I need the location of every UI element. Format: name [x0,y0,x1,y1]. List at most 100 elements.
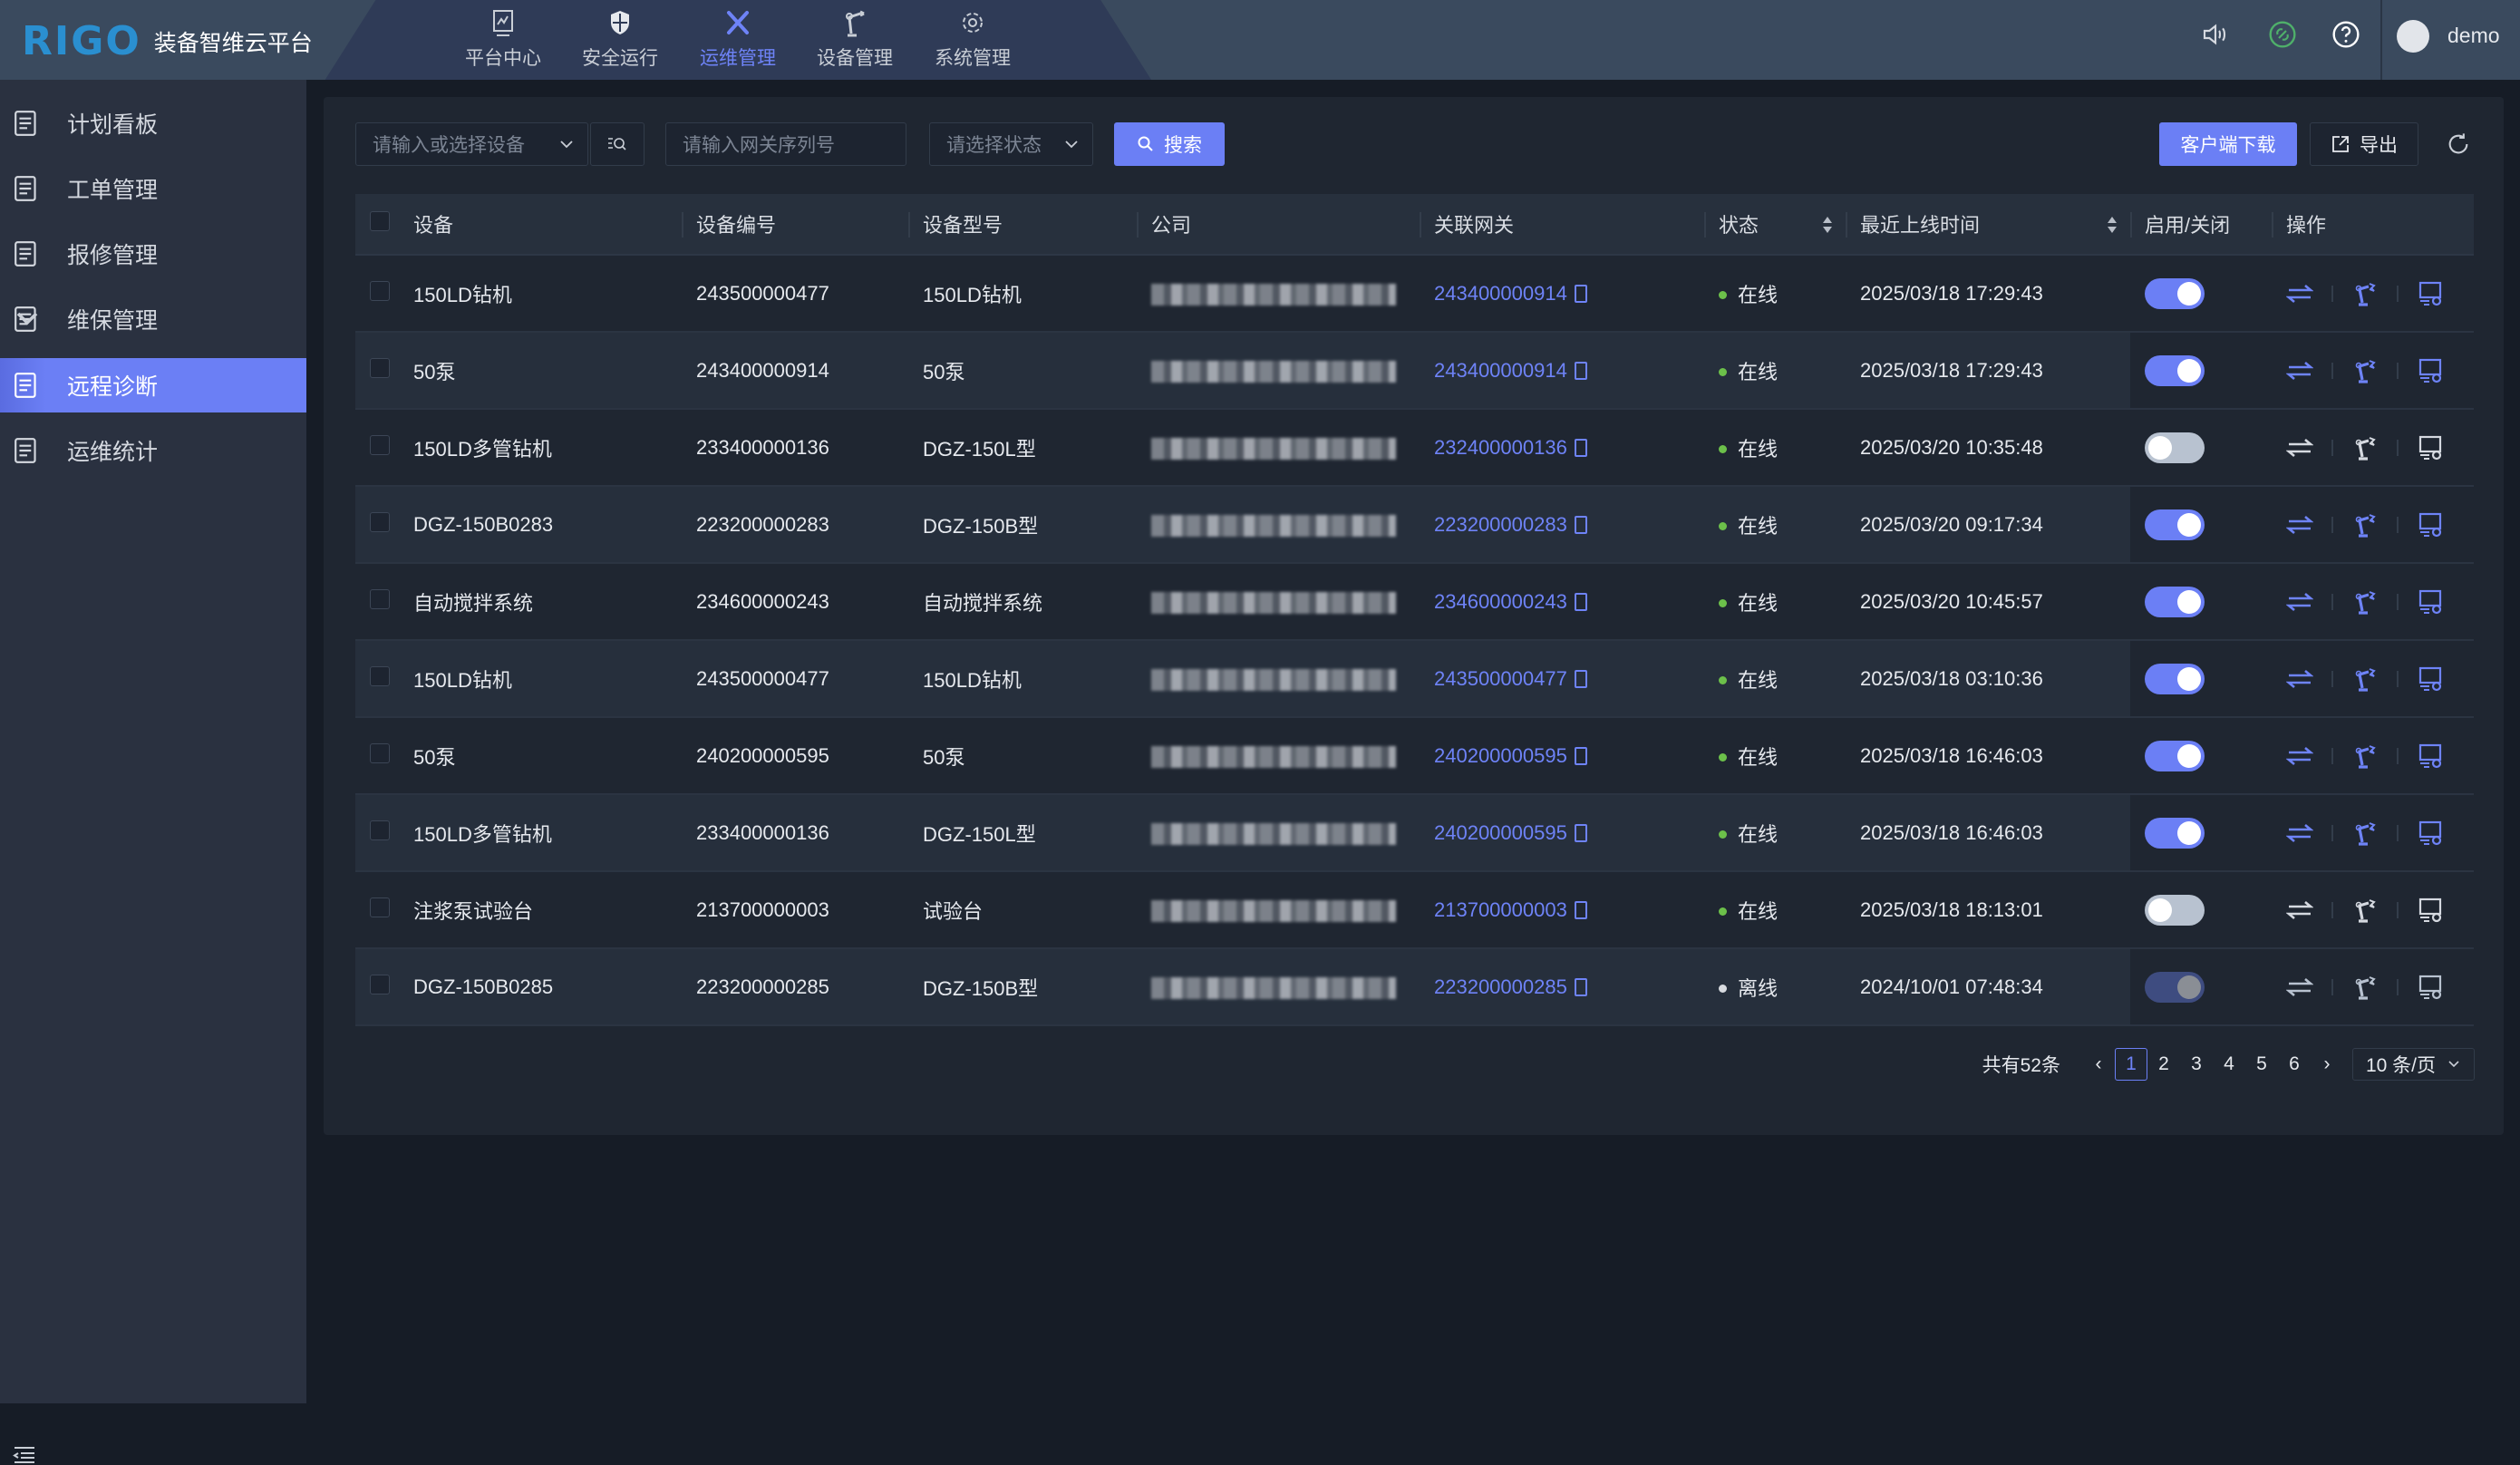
robot-arm-icon[interactable] [2351,820,2379,847]
remote-config-icon[interactable] [2417,665,2444,693]
gateway-link[interactable]: 243400000914 [1434,358,1567,382]
enable-toggle[interactable] [2145,817,2205,849]
switch-icon[interactable] [2286,820,2313,847]
row-checkbox[interactable] [370,588,390,609]
robot-arm-icon[interactable] [2351,742,2379,770]
remote-config-icon[interactable] [2417,280,2444,307]
row-checkbox[interactable] [370,665,390,686]
select-all-checkbox[interactable] [370,211,390,231]
copy-icon[interactable] [1574,900,1587,919]
device-picker-button[interactable] [590,122,645,166]
enable-toggle[interactable] [2145,509,2205,540]
row-checkbox[interactable] [370,511,390,532]
table-row[interactable]: 150LD多管钻机 233400000136 DGZ-150L型 2402000… [355,794,2474,872]
sidebar-item-5[interactable]: 运维统计 [0,423,306,478]
gateway-link[interactable]: 213700000003 [1434,897,1567,921]
remote-config-icon[interactable] [2417,974,2444,1001]
remote-config-icon[interactable] [2417,434,2444,461]
robot-arm-icon[interactable] [2351,897,2379,924]
next-page-button[interactable]: › [2323,1053,2331,1074]
remote-config-icon[interactable] [2417,820,2444,847]
table-row[interactable]: 150LD钻机 243500000477 150LD钻机 24350000047… [355,640,2474,718]
enable-toggle[interactable] [2145,663,2205,694]
gateway-link[interactable]: 243400000914 [1434,281,1567,305]
nav-item-2[interactable]: 运维管理 [688,0,788,71]
table-row[interactable]: 150LD多管钻机 233400000136 DGZ-150L型 2324000… [355,409,2474,487]
export-button[interactable]: 导出 [2310,122,2418,166]
nav-item-4[interactable]: 系统管理 [923,0,1023,71]
remote-config-icon[interactable] [2417,511,2444,538]
logo[interactable]: RIGO 装备智维云平台 [22,18,313,64]
switch-icon[interactable] [2286,742,2313,770]
page-button[interactable]: 6 [2289,1053,2300,1074]
row-checkbox[interactable] [370,820,390,840]
copy-icon[interactable] [1574,823,1587,842]
prev-page-button[interactable]: ‹ [2095,1053,2102,1074]
enable-toggle[interactable] [2145,432,2205,463]
robot-arm-icon[interactable] [2351,434,2379,461]
page-button[interactable]: 4 [2224,1053,2234,1074]
enable-toggle[interactable] [2145,740,2205,771]
table-row[interactable]: 150LD钻机 243500000477 150LD钻机 24340000091… [355,255,2474,333]
sort-icon[interactable] [2107,216,2118,234]
switch-icon[interactable] [2286,280,2313,307]
nav-item-3[interactable]: 设备管理 [805,0,905,71]
sidebar-item-1[interactable]: 工单管理 [0,161,306,216]
avatar[interactable] [2397,20,2429,53]
row-checkbox[interactable] [370,897,390,917]
switch-icon[interactable] [2286,665,2313,693]
row-checkbox[interactable] [370,434,390,455]
copy-icon[interactable] [1574,515,1587,534]
table-row[interactable]: DGZ-150B0283 223200000283 DGZ-150B型 2232… [355,486,2474,564]
row-checkbox[interactable] [370,974,390,994]
sidebar-item-4[interactable]: 远程诊断 [0,358,306,412]
table-row[interactable]: 50泵 240200000595 50泵 240200000595 在线 202… [355,717,2474,795]
gateway-link[interactable]: 223200000283 [1434,512,1567,536]
copy-icon[interactable] [1574,669,1587,688]
robot-arm-icon[interactable] [2351,280,2379,307]
refresh-icon[interactable] [2446,131,2471,157]
copy-icon[interactable] [1574,438,1587,457]
switch-icon[interactable] [2286,511,2313,538]
page-button[interactable]: 3 [2191,1053,2202,1074]
client-download-button[interactable]: 客户端下载 [2159,122,2297,166]
remote-config-icon[interactable] [2417,357,2444,384]
row-checkbox[interactable] [370,742,390,763]
switch-icon[interactable] [2286,974,2313,1001]
help-icon[interactable] [2331,20,2360,49]
gateway-link[interactable]: 240200000595 [1434,820,1567,844]
copy-icon[interactable] [1574,284,1587,303]
chevron-down-icon[interactable] [13,305,42,334]
enable-toggle[interactable] [2145,894,2205,926]
switch-icon[interactable] [2286,588,2313,616]
username[interactable]: demo [2447,24,2500,47]
robot-arm-icon[interactable] [2351,665,2379,693]
gateway-serial-input[interactable]: 请输入网关序列号 [665,122,906,166]
speaker-icon[interactable] [2201,20,2230,49]
gateway-link[interactable]: 240200000595 [1434,743,1567,767]
sidebar-item-2[interactable]: 报修管理 [0,227,306,281]
table-row[interactable]: 注浆泵试验台 213700000003 试验台 213700000003 在线 … [355,871,2474,949]
search-button[interactable]: 搜索 [1114,122,1225,166]
robot-arm-icon[interactable] [2351,974,2379,1001]
link-status-icon[interactable] [2268,20,2297,49]
row-checkbox[interactable] [370,280,390,301]
robot-arm-icon[interactable] [2351,511,2379,538]
page-button[interactable]: 1 [2114,1048,2147,1081]
page-button[interactable]: 2 [2158,1053,2169,1074]
gateway-link[interactable]: 243500000477 [1434,666,1567,690]
sidebar-item-0[interactable]: 计划看板 [0,96,306,150]
collapse-menu-icon[interactable] [13,1445,36,1465]
robot-arm-icon[interactable] [2351,357,2379,384]
remote-config-icon[interactable] [2417,742,2444,770]
robot-arm-icon[interactable] [2351,588,2379,616]
copy-icon[interactable] [1574,977,1587,996]
sidebar-item-3[interactable]: 维保管理 [0,292,306,346]
gateway-link[interactable]: 234600000243 [1434,589,1567,613]
switch-icon[interactable] [2286,434,2313,461]
enable-toggle[interactable] [2145,277,2205,309]
switch-icon[interactable] [2286,357,2313,384]
copy-icon[interactable] [1574,746,1587,765]
enable-toggle[interactable] [2145,586,2205,617]
nav-item-0[interactable]: 平台中心 [453,0,553,71]
